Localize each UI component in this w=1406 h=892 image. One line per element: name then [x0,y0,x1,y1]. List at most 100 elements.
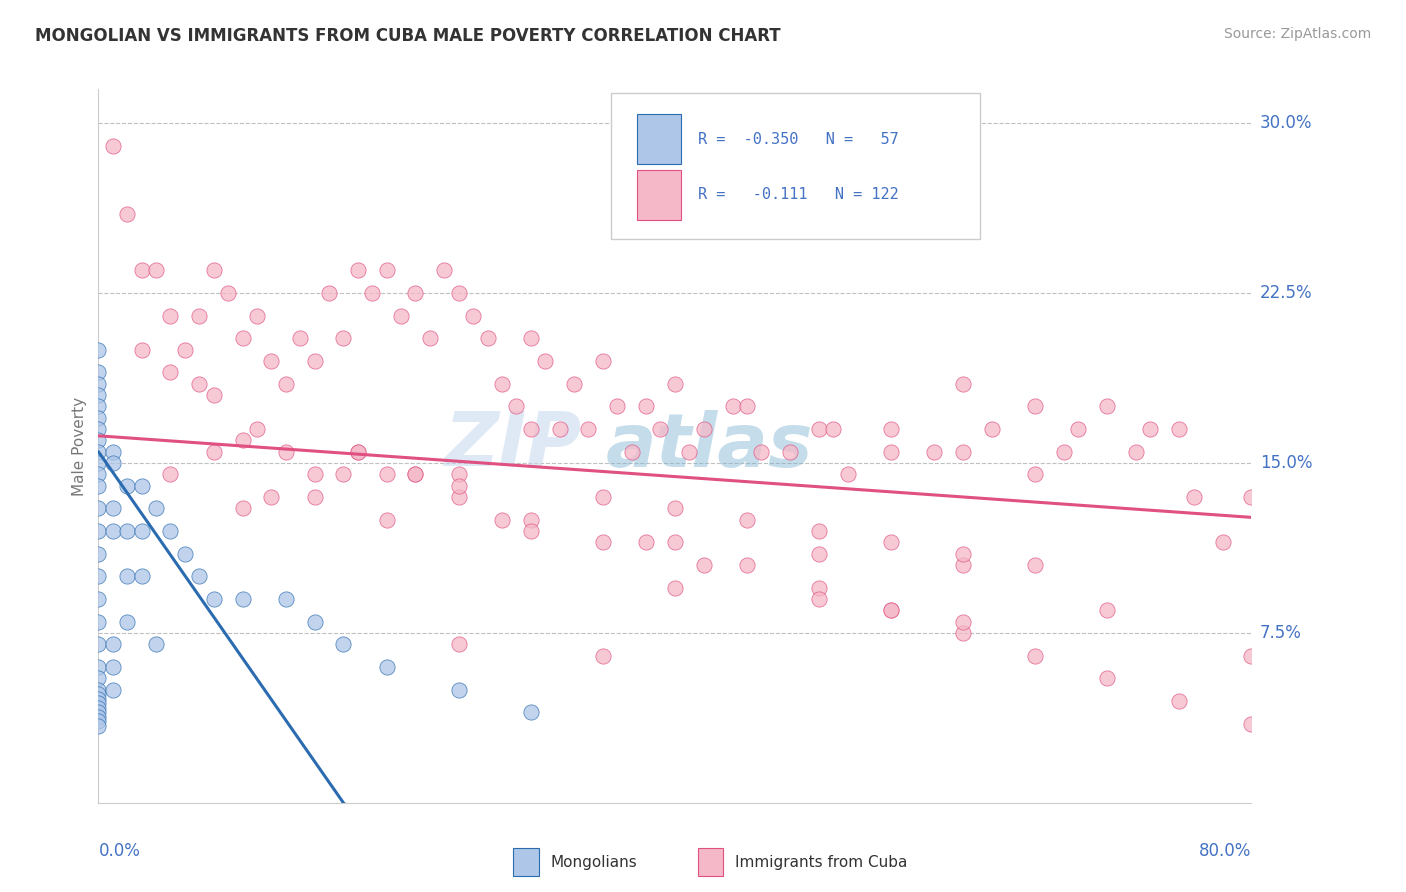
Point [1067,422,1090,436]
Point [592,354,614,368]
Point [592,490,614,504]
Point [101,138,124,153]
Point [174,343,197,357]
Point [664,581,686,595]
Text: 15.0%: 15.0% [1260,454,1312,472]
Point [346,263,368,277]
Point [202,591,225,606]
Point [405,467,427,482]
Point [87,569,110,583]
Point [131,569,153,583]
Point [117,207,138,221]
Point [807,591,830,606]
Point [217,286,239,301]
Point [159,309,181,323]
Text: 7.5%: 7.5% [1260,624,1302,642]
Point [375,467,398,482]
Point [520,422,543,436]
Point [145,637,167,651]
Point [131,524,153,538]
Point [505,400,527,414]
Point [231,434,254,448]
Point [636,400,658,414]
Point [837,467,859,482]
Point [548,422,571,436]
Point [650,422,672,436]
Point [447,467,470,482]
Point [246,309,269,323]
Point [87,700,110,714]
Point [1240,648,1263,663]
Point [1024,648,1046,663]
Point [260,354,283,368]
Point [981,422,1004,436]
Point [880,603,903,617]
Text: 30.0%: 30.0% [1260,114,1312,132]
Point [87,400,110,414]
Point [304,354,326,368]
Point [606,400,628,414]
Point [159,524,181,538]
Point [1053,444,1076,458]
Point [1097,603,1119,617]
Point [1168,422,1191,436]
Bar [513,847,538,876]
Point [87,444,110,458]
Point [578,422,600,436]
Point [520,513,543,527]
Point [461,309,484,323]
Point [274,444,297,458]
Text: 22.5%: 22.5% [1260,284,1312,302]
Bar [637,114,681,164]
Point [592,535,614,549]
Bar [697,847,723,876]
Point [735,400,758,414]
Point [807,524,830,538]
Point [678,444,700,458]
Point [231,591,254,606]
Point [87,591,110,606]
Point [620,444,643,458]
Point [880,444,903,458]
Point [87,719,110,733]
Point [202,444,225,458]
Point [87,501,110,516]
Point [1168,694,1191,708]
Text: R =   -0.111   N = 122: R = -0.111 N = 122 [697,187,898,202]
Point [823,422,845,436]
Point [117,524,138,538]
Point [447,478,470,492]
Point [87,687,110,701]
Point [1024,467,1046,482]
Point [274,591,297,606]
Point [433,263,456,277]
Point [693,422,716,436]
Point [87,343,110,357]
Point [87,615,110,629]
Point [1024,400,1046,414]
Point [101,444,124,458]
Text: atlas: atlas [606,409,813,483]
Point [260,490,283,504]
Point [87,434,110,448]
Point [101,682,124,697]
Point [202,263,225,277]
Point [447,286,470,301]
Y-axis label: Male Poverty: Male Poverty [72,396,87,496]
Text: Source: ZipAtlas.com: Source: ZipAtlas.com [1223,27,1371,41]
Text: 80.0%: 80.0% [1199,842,1251,860]
Point [952,558,974,572]
Point [405,467,427,482]
Point [880,535,903,549]
Text: ZIP: ZIP [446,409,582,483]
Point [159,365,181,379]
Point [87,714,110,729]
Point [447,637,470,651]
Point [1097,671,1119,685]
Point [145,501,167,516]
Point [318,286,340,301]
Point [562,376,585,391]
Point [1097,400,1119,414]
Point [419,331,441,345]
Point [101,501,124,516]
